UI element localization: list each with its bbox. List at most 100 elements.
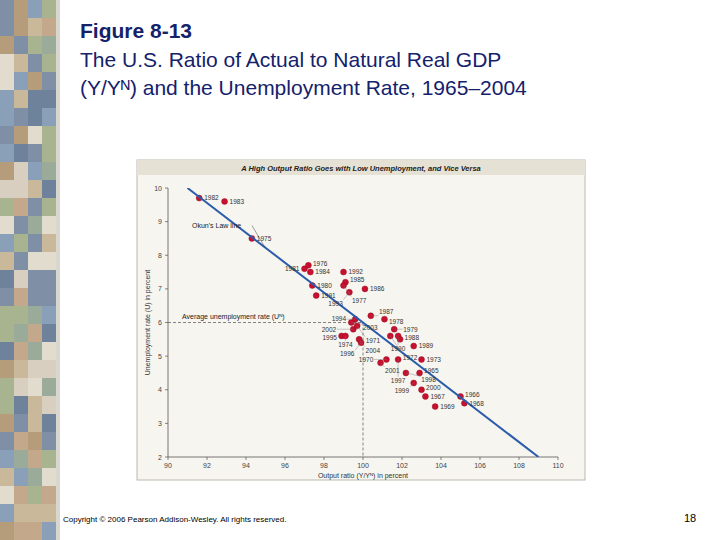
data-point [417,370,423,376]
leader-line [374,359,387,360]
plot-area [168,188,539,457]
x-tick [246,457,247,460]
y-tick-label: 5 [158,353,162,360]
quilt-patch [14,486,28,504]
quilt-patch [0,468,14,486]
quilt-patch [28,288,42,306]
leader-line [355,343,361,351]
quilt-patch [14,468,28,486]
x-tick-label: 90 [164,462,172,469]
point-label: 1987 [379,308,394,315]
line-label: Okun's Law line [192,222,241,229]
data-point [411,343,417,349]
x-tick [363,457,364,460]
slide-title: The U.S. Ratio of Actual to Natural Real… [80,48,501,71]
quilt-patch [14,288,28,306]
quilt-patch [42,36,56,54]
quilt-patch [28,54,42,72]
point-label: 1991 [321,292,336,299]
quilt-patch [28,144,42,162]
y-tick-label: 10 [154,185,162,192]
quilt-patch [42,216,56,234]
quilt-patch [0,288,14,306]
data-point [419,356,425,362]
quilt-patch [28,0,42,18]
quilt-patch [42,108,56,126]
quilt-patch [14,90,28,108]
quilt-patch [28,324,42,342]
quilt-patch [0,216,14,234]
x-tick [285,457,286,460]
quilt-patch [28,306,42,324]
quilt-patch [42,180,56,198]
quilt-patch [42,486,56,504]
point-label: 2003 [363,324,378,331]
point-label: 1972 [403,354,418,361]
x-tick-label: 110 [552,462,563,469]
quilt-patch [28,432,42,450]
quilt-patch [14,54,28,72]
x-tick-label: 108 [513,462,525,469]
leader-line [381,363,385,367]
quilt-patch [14,306,28,324]
x-tick [402,457,403,460]
leader-line [394,329,403,330]
quilt-patch [0,126,14,144]
leader-line [371,315,379,316]
y-tick [165,389,168,390]
quilt-patch [0,234,14,252]
quilt-patch [42,0,56,18]
quilt-patch [42,324,56,342]
data-point [222,198,228,204]
point-label: 1989 [419,342,434,349]
quilt-patch [42,360,56,378]
quilt-patch [0,0,14,18]
quilt-patch [0,360,14,378]
x-tick-label: 94 [242,462,250,469]
quilt-patch [14,396,28,414]
point-label: 1974 [338,341,353,348]
quilt-patch [0,306,14,324]
y-tick-label: 7 [158,285,162,292]
x-tick [207,457,208,460]
point-label: 1965 [424,367,439,374]
y-tick [165,255,168,256]
y-tick [165,322,168,323]
quilt-patch [14,0,28,18]
quilt-patch [42,288,56,306]
data-point [341,269,347,275]
point-label: 1992 [349,268,364,275]
quilt-patch [42,270,56,288]
quilt-patch [28,90,42,108]
figure-label: Figure 8-13 [80,19,192,42]
point-label: 2001 [385,367,400,374]
quilt-patch [28,468,42,486]
point-label: 1995 [322,334,337,341]
quilt-patch [0,450,14,468]
quilt-patch [14,414,28,432]
quilt-patch [42,72,56,90]
x-tick [324,457,325,460]
point-label: 1973 [427,356,442,363]
quilt-patch [28,126,42,144]
quilt-patch [0,108,14,126]
quilt-patch [28,504,42,522]
quilt-patch [0,522,14,540]
quilt-patch [14,18,28,36]
point-label: 1980 [317,282,332,289]
quilt-patch [28,414,42,432]
leader-line [398,359,399,376]
quilt-patch [14,522,28,540]
point-label: 1978 [389,318,404,325]
x-tick-label: 100 [357,462,369,469]
quilt-patch [0,198,14,216]
point-label: 1983 [230,198,245,205]
point-label: 1975 [257,235,272,242]
quilt-patch [14,108,28,126]
y-tick-label: 9 [158,218,162,225]
quilt-patch [42,234,56,252]
slide: Figure 8-13 The U.S. Ratio of Actual to N… [0,0,720,540]
annotations: Okun's Law lineAverage unemployment rate… [182,194,484,409]
quilt-patch [28,342,42,360]
point-label: 1985 [350,276,365,283]
